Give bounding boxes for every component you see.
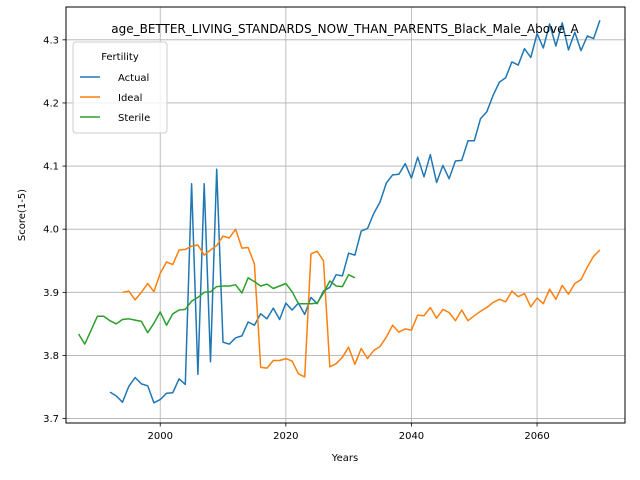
- series-lines: [77, 20, 601, 404]
- legend: Fertility Actual Ideal Sterile: [72, 41, 168, 134]
- y-axis-label: Score(1-5): [17, 189, 28, 241]
- legend-label-sterile: Sterile: [118, 113, 150, 124]
- legend-box: [72, 41, 168, 134]
- series-line-sterile: [77, 273, 356, 345]
- legend-label-actual: Actual: [118, 73, 149, 84]
- y-tick-label: 4.2: [43, 98, 59, 109]
- axis-ticks: 2000 2020 2040 2060 3.7 3.8 3.9 4.0 4.1 4.2 4.3: [43, 35, 550, 442]
- plot-frame: [65, 6, 626, 424]
- grid-lines: [66, 7, 625, 423]
- legend-title: Fertility: [101, 52, 139, 63]
- y-tick-label: 3.8: [43, 351, 59, 362]
- x-tick-label: 2060: [524, 431, 549, 442]
- x-tick-label: 2040: [399, 431, 424, 442]
- y-tick-label: 4.1: [43, 162, 59, 173]
- chart-title: age_BETTER_LIVING_STANDARDS_NOW_THAN_PAR…: [111, 22, 579, 36]
- legend-label-ideal: Ideal: [118, 93, 142, 104]
- y-tick-label: 3.9: [43, 288, 59, 299]
- series-line-ideal: [122, 228, 601, 378]
- series-line-actual: [109, 20, 601, 404]
- y-tick-label: 4.3: [43, 35, 59, 46]
- y-tick-label: 4.0: [43, 225, 59, 236]
- x-tick-label: 2000: [147, 431, 172, 442]
- x-axis-label: Years: [331, 453, 358, 464]
- y-tick-label: 3.7: [43, 414, 59, 425]
- x-tick-label: 2020: [273, 431, 298, 442]
